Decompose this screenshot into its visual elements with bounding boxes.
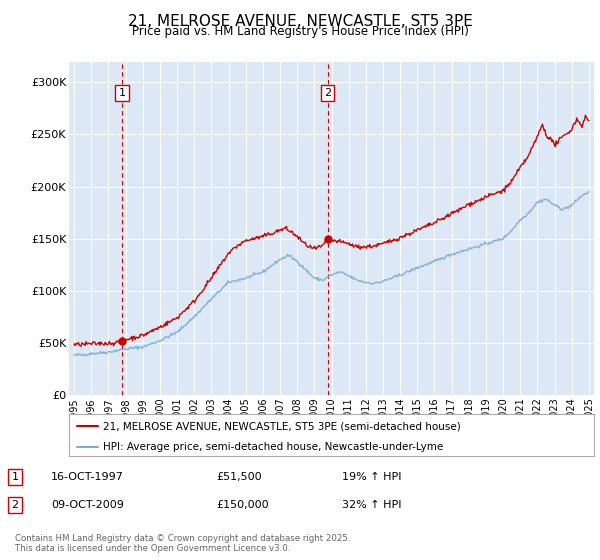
Text: Price paid vs. HM Land Registry's House Price Index (HPI): Price paid vs. HM Land Registry's House … xyxy=(131,25,469,38)
Text: HPI: Average price, semi-detached house, Newcastle-under-Lyme: HPI: Average price, semi-detached house,… xyxy=(103,442,443,452)
Text: Contains HM Land Registry data © Crown copyright and database right 2025.
This d: Contains HM Land Registry data © Crown c… xyxy=(15,534,350,553)
Text: 1: 1 xyxy=(119,88,125,98)
Text: 21, MELROSE AVENUE, NEWCASTLE, ST5 3PE: 21, MELROSE AVENUE, NEWCASTLE, ST5 3PE xyxy=(128,14,472,29)
Text: 2: 2 xyxy=(11,500,19,510)
Text: 32% ↑ HPI: 32% ↑ HPI xyxy=(342,500,401,510)
Text: 1: 1 xyxy=(11,472,19,482)
Text: 21, MELROSE AVENUE, NEWCASTLE, ST5 3PE (semi-detached house): 21, MELROSE AVENUE, NEWCASTLE, ST5 3PE (… xyxy=(103,421,461,431)
Text: 09-OCT-2009: 09-OCT-2009 xyxy=(51,500,124,510)
Text: 19% ↑ HPI: 19% ↑ HPI xyxy=(342,472,401,482)
Text: £150,000: £150,000 xyxy=(216,500,269,510)
Text: 2: 2 xyxy=(324,88,331,98)
Text: 16-OCT-1997: 16-OCT-1997 xyxy=(51,472,124,482)
Text: £51,500: £51,500 xyxy=(216,472,262,482)
